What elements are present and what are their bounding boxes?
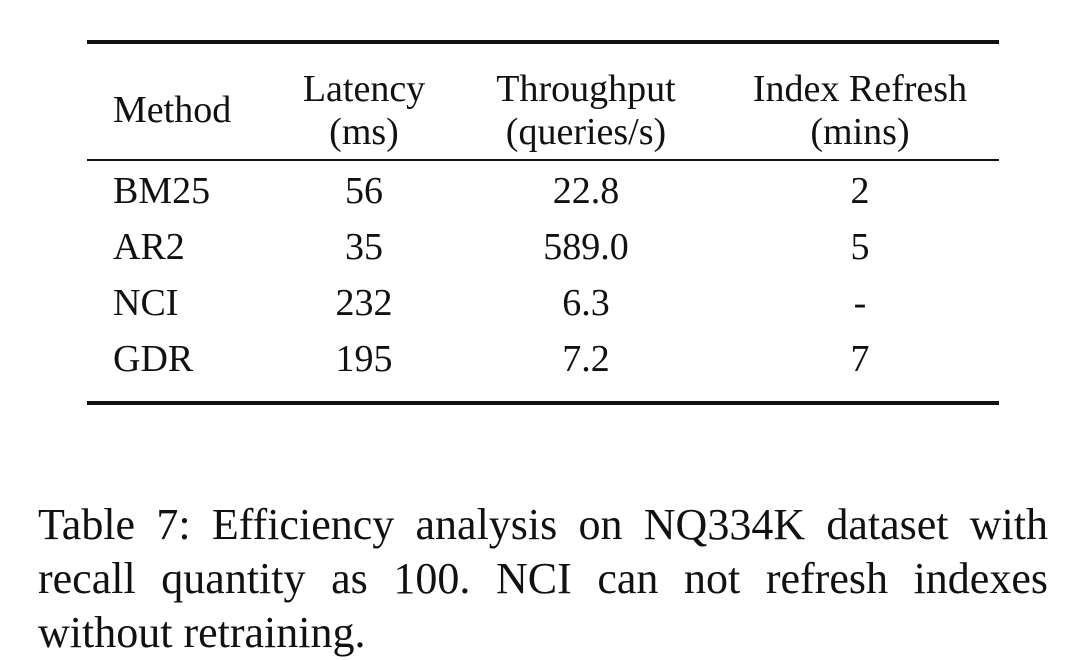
table-header-row: Method Latency (ms) Throughput (queries/… — [87, 42, 999, 160]
cell-method: BM25 — [113, 169, 211, 212]
cell-throughput: 7.2 — [562, 337, 610, 380]
cell-latency: 195 — [335, 337, 393, 380]
table-row: GDR 195 7.2 7 — [87, 331, 999, 403]
header-throughput: Throughput (queries/s) — [496, 68, 676, 153]
cell-method: GDR — [113, 337, 194, 380]
cell-throughput: 22.8 — [552, 169, 620, 212]
table-row: AR2 35 589.0 5 — [87, 219, 999, 275]
table-row: NCI 232 6.3 - — [87, 275, 999, 331]
cell-index-refresh: 7 — [850, 337, 870, 380]
efficiency-table: Method Latency (ms) Throughput (queries/… — [87, 40, 999, 405]
cell-index-refresh: 2 — [850, 169, 870, 212]
efficiency-table-container: Method Latency (ms) Throughput (queries/… — [87, 40, 999, 405]
cell-method: NCI — [113, 281, 179, 324]
table-row: BM25 56 22.8 2 — [87, 160, 999, 219]
header-index-refresh: Index Refresh (mins) — [752, 68, 968, 153]
header-latency: Latency (ms) — [302, 68, 426, 153]
table-caption: Table 7: Efficiency analysis on NQ334K d… — [38, 500, 1048, 657]
cell-index-refresh: 5 — [850, 225, 870, 268]
cell-latency: 35 — [345, 225, 383, 268]
cell-throughput: 589.0 — [543, 225, 629, 268]
cell-index-refresh: - — [853, 281, 867, 324]
cell-latency: 56 — [345, 169, 383, 212]
cell-method: AR2 — [113, 225, 185, 268]
cell-latency: 232 — [335, 281, 393, 324]
header-method: Method — [113, 89, 232, 132]
cell-throughput: 6.3 — [562, 281, 610, 324]
